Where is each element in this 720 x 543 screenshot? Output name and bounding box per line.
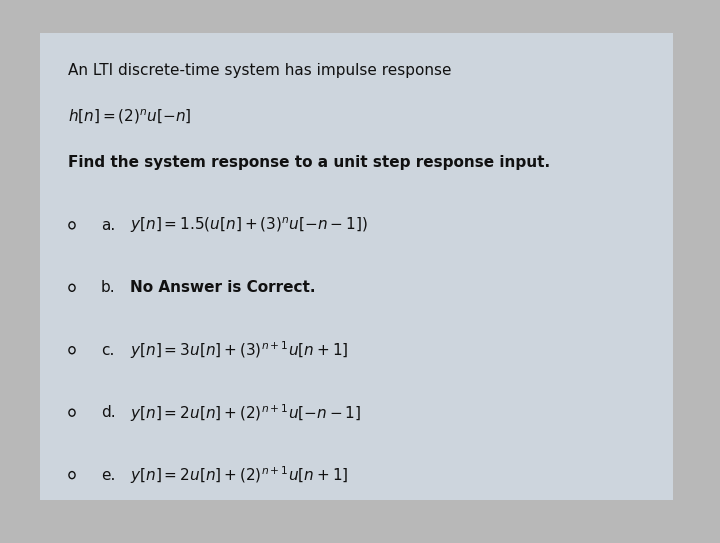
Text: $y[n] = 3u[n] + (3)^{n+1}u[n+1]$: $y[n] = 3u[n] + (3)^{n+1}u[n+1]$ — [130, 339, 348, 361]
Text: d.: d. — [101, 405, 115, 420]
Text: e.: e. — [101, 468, 115, 483]
Text: $y[n] = 2u[n] + (2)^{n+1}u[-n-1]$: $y[n] = 2u[n] + (2)^{n+1}u[-n-1]$ — [130, 402, 361, 424]
Text: b.: b. — [101, 280, 115, 295]
Text: $y[n] = 2u[n] + (2)^{n+1}u[n+1]$: $y[n] = 2u[n] + (2)^{n+1}u[n+1]$ — [130, 464, 348, 486]
Text: Find the system response to a unit step response input.: Find the system response to a unit step … — [68, 155, 551, 171]
Text: c.: c. — [101, 343, 114, 358]
Text: $h[n] = (2)^n u[-n]$: $h[n] = (2)^n u[-n]$ — [68, 108, 192, 126]
Text: No Answer is Correct.: No Answer is Correct. — [130, 280, 315, 295]
FancyBboxPatch shape — [40, 33, 673, 500]
Text: An LTI discrete-time system has impulse response: An LTI discrete-time system has impulse … — [68, 63, 452, 78]
Text: a.: a. — [101, 218, 115, 233]
Text: $y[n] = 1.5(u[n] + (3)^n u[-n-1])$: $y[n] = 1.5(u[n] + (3)^n u[-n-1])$ — [130, 216, 367, 235]
